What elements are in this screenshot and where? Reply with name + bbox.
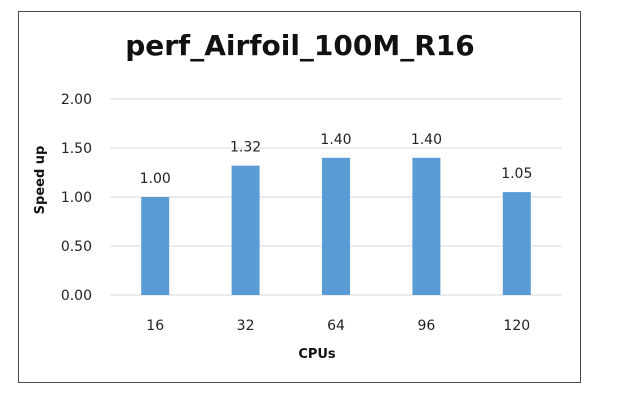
y-tick-label: 0.50	[61, 239, 92, 255]
bar-96	[412, 157, 441, 295]
data-label: 1.40	[320, 132, 351, 148]
y-tick-label: 1.00	[61, 190, 92, 206]
x-tick-label: 64	[327, 318, 345, 334]
x-tick-label: 32	[237, 318, 255, 334]
data-label: 1.00	[140, 171, 171, 187]
y-axis-title: Speed up	[33, 146, 48, 215]
x-axis-title: CPUs	[298, 347, 336, 362]
chart-title: perf_Airfoil_100M_R16	[125, 29, 475, 62]
bar-32	[231, 165, 260, 295]
y-tick-label: 1.50	[61, 141, 92, 157]
data-label: 1.05	[501, 166, 532, 182]
bar-64	[322, 157, 350, 295]
bar-120	[502, 192, 531, 295]
data-label: 1.40	[411, 132, 442, 148]
data-label: 1.32	[230, 140, 261, 156]
y-tick-label: 0.00	[61, 288, 92, 304]
bar-16	[141, 197, 170, 295]
y-tick-label: 2.00	[61, 92, 92, 108]
x-tick-label: 96	[417, 318, 435, 334]
x-tick-label: 120	[503, 318, 530, 334]
x-tick-label: 16	[146, 318, 164, 334]
